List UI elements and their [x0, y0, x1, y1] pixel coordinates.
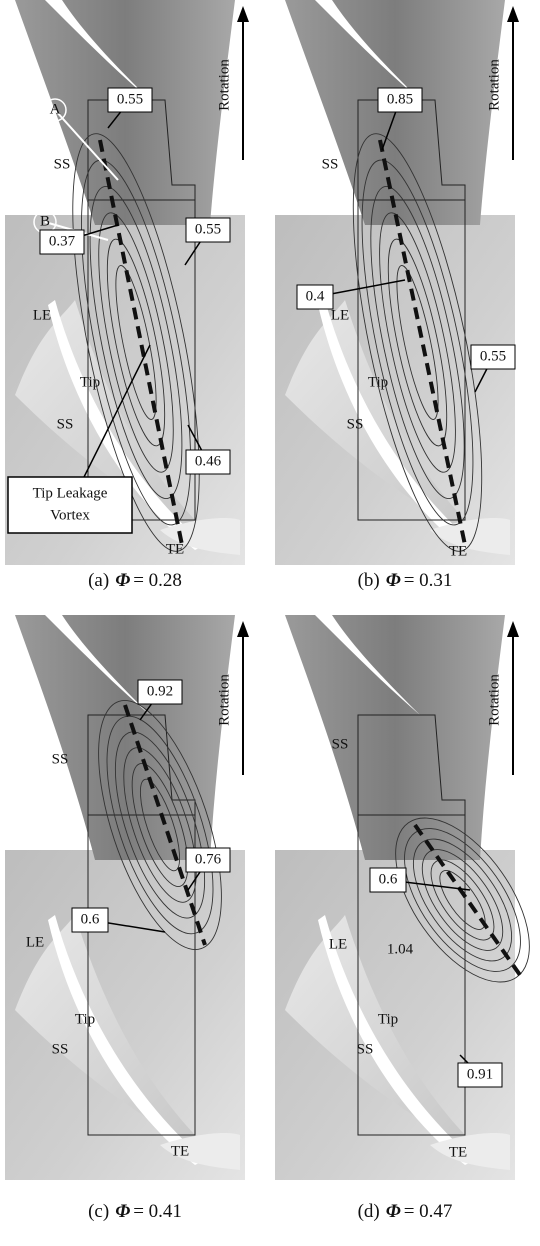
caption-value: = 0.47 — [404, 1201, 453, 1222]
region-label: SS — [57, 416, 74, 432]
value-label: 0.76 — [195, 851, 222, 867]
caption-label: (c) — [88, 1201, 109, 1222]
region-label: LE — [26, 934, 44, 950]
region-label: Tip — [80, 374, 100, 390]
caption-symbol: Φ — [115, 1201, 130, 1222]
value-label: 0.55 — [117, 91, 143, 107]
region-label: Tip — [368, 374, 388, 390]
value-label: 0.6 — [379, 871, 398, 887]
value-label: 0.4 — [306, 288, 325, 304]
caption-value: = 0.41 — [133, 1201, 182, 1222]
value-label: A — [50, 101, 61, 117]
caption-label: (b) — [358, 570, 380, 591]
callout-text: Vortex — [50, 507, 90, 523]
value-label: 0.91 — [467, 1066, 493, 1082]
caption-value: = 0.31 — [404, 570, 453, 591]
value-label: 0.55 — [480, 348, 506, 364]
value-label: 0.85 — [387, 91, 413, 107]
caption-label: (d) — [358, 1201, 380, 1222]
value-label: B — [40, 213, 50, 229]
rotation-label: Rotation — [486, 674, 502, 726]
figure: Rotation0.55ASSB0.370.55LETipSS0.46Tip L… — [0, 0, 540, 1246]
caption-symbol: Φ — [115, 570, 130, 591]
caption-value: = 0.28 — [133, 570, 182, 591]
value-label: 0.6 — [81, 911, 100, 927]
value-label: 0.37 — [49, 233, 76, 249]
caption: (a) Φ= 0.28 — [88, 570, 182, 591]
region-label: TE — [449, 543, 467, 559]
caption-symbol: Φ — [386, 570, 401, 591]
panel: Rotation 0.55 A SS B 0.37 0.55 LE Tip SS 0.46 Tip L… — [5, 0, 249, 591]
arrow-head — [237, 6, 249, 22]
callout-text: Tip Leakage — [33, 485, 108, 501]
region-label: TE — [171, 1143, 189, 1159]
value-label: 0.55 — [195, 221, 221, 237]
value-label: 0.92 — [147, 683, 173, 699]
panel: Rotation SS 0.6 LE 1.04 Tip 0.91 SS TE (d) Φ= 0.47 — [275, 615, 540, 1222]
arrow-head — [237, 621, 249, 637]
value-label: 0.46 — [195, 453, 222, 469]
region-label: LE — [329, 936, 347, 952]
region-label: SS — [357, 1041, 374, 1057]
region-label: SS — [347, 416, 364, 432]
rotation-label: Rotation — [486, 59, 502, 111]
panel: Rotation 0.85 SS 0.4 0.55 LE Tip SS TE (b) Φ= 0.31 — [275, 0, 519, 591]
caption: (b) Φ= 0.31 — [358, 570, 453, 591]
rotation-label: Rotation — [216, 59, 232, 111]
caption: (d) Φ= 0.47 — [358, 1201, 453, 1222]
caption: (c) Φ= 0.41 — [88, 1201, 182, 1222]
region-label: LE — [33, 307, 51, 323]
caption-label: (a) — [88, 570, 109, 591]
region-label: SS — [54, 156, 71, 172]
region-label: 1.04 — [387, 941, 414, 957]
rotation-label: Rotation — [216, 674, 232, 726]
upper-blade — [285, 615, 505, 860]
region-label: SS — [52, 1041, 69, 1057]
region-label: TE — [166, 541, 184, 557]
region-label: SS — [52, 751, 69, 767]
caption-symbol: Φ — [386, 1201, 401, 1222]
region-label: Tip — [75, 1011, 95, 1027]
region-label: LE — [331, 307, 349, 323]
region-label: SS — [322, 156, 339, 172]
region-label: TE — [449, 1144, 467, 1160]
panel: Rotation 0.92 SS 0.76 0.6 LE Tip SS TE (c) Φ= 0.41 — [5, 615, 249, 1222]
arrow-head — [507, 6, 519, 22]
region-label: SS — [332, 736, 349, 752]
arrow-head — [507, 621, 519, 637]
region-label: Tip — [378, 1011, 398, 1027]
